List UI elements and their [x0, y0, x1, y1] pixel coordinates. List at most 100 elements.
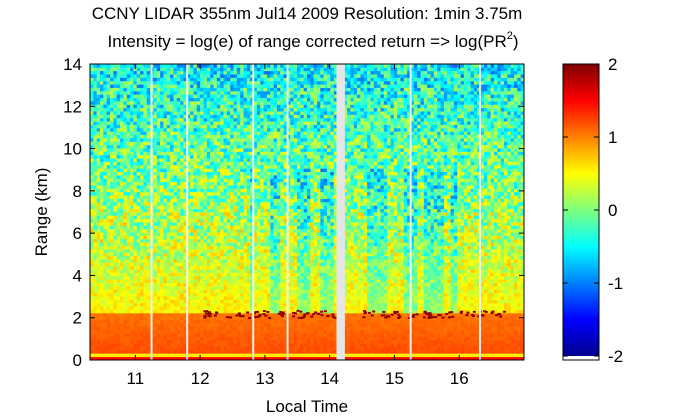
heatmap-cell: [233, 178, 238, 183]
heatmap-cell: [266, 144, 271, 149]
heatmap-cell: [176, 158, 181, 162]
heatmap-cell: [180, 64, 184, 68]
heatmap-cell: [90, 272, 94, 277]
heatmap-cell: [96, 185, 101, 189]
heatmap-cell: [176, 232, 181, 236]
heatmap-cell: [263, 296, 268, 300]
heatmap-cell: [273, 225, 278, 230]
heatmap-cell: [176, 117, 181, 122]
heatmap-cell: [163, 235, 168, 240]
heatmap-cell: [173, 252, 178, 257]
heatmap-cell: [276, 208, 281, 213]
heatmap-cell: [240, 117, 244, 122]
heatmap-cell: [253, 161, 258, 166]
heatmap-cell: [106, 131, 111, 136]
heatmap-cell: [250, 339, 254, 344]
heatmap-cell: [236, 275, 241, 280]
heatmap-cell: [236, 131, 241, 136]
heatmap-cell: [133, 67, 138, 72]
heatmap-cell: [243, 316, 248, 321]
heatmap-cell: [246, 343, 251, 347]
heatmap-cell: [156, 316, 161, 321]
heatmap-cell: [223, 272, 228, 277]
heatmap-cell: [110, 168, 114, 173]
heatmap-cell: [176, 195, 181, 199]
heatmap-cell: [200, 238, 204, 243]
heatmap-cell: [256, 269, 261, 273]
heatmap-cell: [133, 164, 138, 169]
heatmap-cell: [106, 171, 111, 176]
heatmap-cell: [216, 121, 221, 125]
heatmap-cell: [263, 326, 268, 331]
heatmap-cell: [266, 117, 271, 122]
heatmap-cell: [93, 299, 98, 304]
heatmap-cell: [186, 279, 191, 284]
heatmap-cell: [100, 272, 104, 277]
heatmap-cell: [156, 346, 161, 351]
heatmap-cell: [96, 101, 101, 105]
heatmap-cell: [203, 292, 208, 297]
heatmap-cell: [116, 235, 121, 240]
heatmap-cell: [200, 323, 204, 327]
heatmap-cell: [206, 121, 211, 125]
heatmap-cell: [143, 336, 148, 341]
heatmap-cell: [123, 272, 128, 277]
heatmap-cell: [120, 171, 124, 176]
heatmap-cell: [173, 235, 178, 240]
heatmap-cell: [160, 185, 164, 189]
heatmap-cell: [243, 222, 248, 226]
heatmap-cell: [230, 339, 234, 344]
heatmap-cell: [210, 161, 214, 166]
heatmap-cell: [136, 302, 141, 307]
heatmap-cell: [153, 111, 158, 115]
heatmap-cell: [93, 94, 98, 99]
heatmap-cell: [153, 306, 158, 310]
heatmap-cell: [130, 121, 134, 125]
heatmap-cell: [266, 111, 271, 115]
heatmap-cell: [143, 198, 148, 203]
heatmap-cell: [233, 262, 238, 267]
heatmap-cell: [240, 175, 244, 179]
heatmap-cell: [250, 198, 254, 203]
heatmap-cell: [123, 80, 128, 85]
heatmap-cell: [183, 205, 188, 210]
heatmap-cell: [226, 218, 231, 223]
heatmap-cell: [173, 151, 178, 156]
heatmap-cell: [176, 111, 181, 115]
heatmap-cell: [246, 208, 251, 213]
heatmap-cell: [190, 262, 194, 267]
heatmap-cell: [246, 87, 251, 92]
heatmap-cell: [126, 148, 131, 152]
heatmap-cell: [130, 356, 134, 360]
heatmap-cell: [163, 107, 168, 112]
heatmap-cell: [250, 158, 254, 162]
heatmap-cell: [196, 225, 201, 230]
heatmap-cell: [113, 70, 118, 75]
heatmap-cell: [270, 302, 275, 307]
heatmap-cell: [96, 154, 101, 159]
heatmap-cell: [166, 87, 171, 92]
heatmap-cell: [173, 141, 178, 146]
heatmap-cell: [203, 225, 208, 230]
heatmap-cell: [266, 158, 271, 162]
heatmap-cell: [143, 205, 148, 210]
heatmap-cell: [146, 296, 151, 300]
heatmap-cell: [170, 312, 174, 317]
heatmap-cell: [110, 154, 114, 159]
heatmap-cell: [166, 104, 171, 109]
heatmap-cell: [183, 124, 188, 129]
heatmap-cell: [193, 235, 198, 240]
heatmap-cell: [230, 74, 234, 78]
heatmap-cell: [163, 198, 168, 203]
heatmap-cell: [220, 131, 224, 136]
heatmap-cell: [250, 208, 254, 213]
heatmap-cell: [136, 114, 141, 119]
heatmap-cell: [193, 107, 198, 112]
heatmap-cell: [120, 296, 124, 300]
heatmap-cell: [200, 195, 204, 199]
heatmap-cell: [156, 114, 161, 119]
heatmap-cell: [133, 158, 138, 162]
heatmap-cell: [163, 121, 168, 125]
heatmap-cell: [130, 141, 134, 146]
heatmap-cell: [200, 353, 204, 358]
